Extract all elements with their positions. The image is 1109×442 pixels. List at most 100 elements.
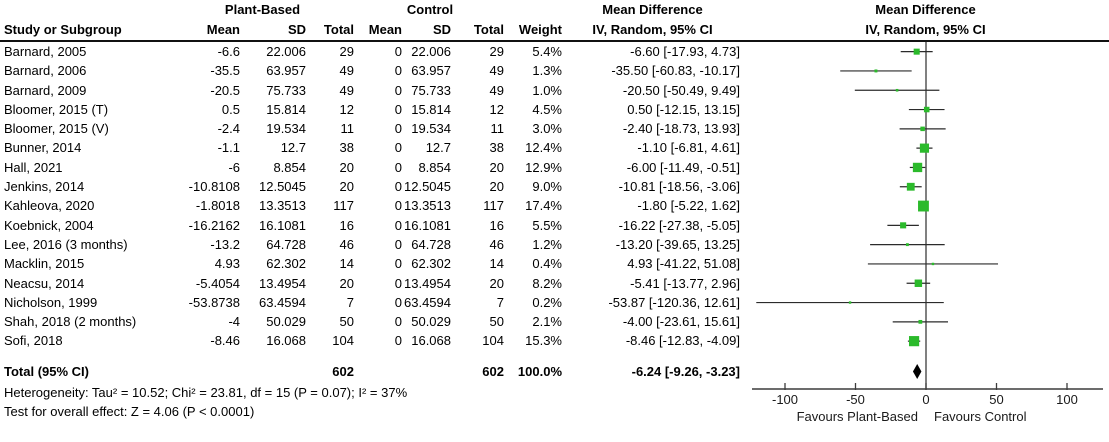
pb-mean-value: -1.8018: [195, 198, 240, 214]
c-sd-value: 63.4594: [404, 294, 451, 310]
c-sd-value: 13.4954: [404, 275, 451, 291]
c-total-value: 20: [489, 159, 504, 175]
c-sd-value: 62.302: [411, 256, 451, 272]
study-col-header: Study or Subgroup: [4, 22, 122, 37]
c-mean-value: 0: [394, 275, 402, 291]
total-md-ci: -6.24 [-9.26, -3.23]: [631, 363, 740, 379]
c-sd-value: 16.068: [411, 333, 451, 349]
c-total-value: 38: [489, 140, 504, 156]
weight-value: 12.9%: [525, 159, 562, 175]
overall-effect-text: Test for overall effect: Z = 4.06 (P < 0…: [4, 404, 255, 420]
c-sd-value: 19.534: [411, 121, 451, 137]
study-name: Jenkins, 2014: [4, 179, 85, 195]
c-total-value: 14: [489, 256, 504, 272]
md-ci-text: -1.10 [-6.81, 4.61]: [637, 140, 740, 156]
c-mean-value: 0: [394, 256, 402, 272]
total-weight: 100.0%: [517, 363, 562, 379]
study-name: Bloomer, 2015 (V): [4, 121, 109, 137]
effect-marker: [905, 243, 909, 247]
pb-sd-header: SD: [287, 22, 306, 37]
effect-marker: [918, 200, 929, 212]
axis-tick-label: -100: [772, 392, 798, 407]
weight-value: 8.2%: [532, 275, 562, 291]
weight-value: 2.1%: [532, 314, 562, 330]
md-ci-text: -1.80 [-5.22, 1.62]: [637, 198, 740, 214]
md-ci-text: -6.00 [-11.49, -0.51]: [626, 159, 740, 175]
pb-sd-value: 13.4954: [259, 275, 306, 291]
c-total-value: 20: [489, 179, 504, 195]
weight-value: 4.5%: [532, 101, 562, 117]
study-name: Sofi, 2018: [4, 333, 63, 349]
plot-column-header: Mean Difference IV, Random, 95% CI: [742, 0, 1109, 40]
c-sd-value: 8.854: [418, 159, 451, 175]
pb-sd-value: 16.1081: [259, 217, 306, 233]
pb-sd-value: 64.728: [266, 236, 306, 252]
pb-total-value: 7: [346, 294, 354, 310]
c-mean-value: 0: [394, 314, 402, 330]
pb-mean-value: -5.4054: [195, 275, 240, 291]
c-mean-value: 0: [394, 63, 402, 79]
c-mean-value: 0: [394, 294, 402, 310]
pb-sd-value: 16.068: [266, 333, 306, 349]
study-name: Neacsu, 2014: [4, 275, 85, 291]
c-mean-value: 0: [394, 179, 402, 195]
weight-value: 1.0%: [532, 82, 562, 98]
c-mean-header: Mean: [368, 22, 402, 37]
md-ci-text: -4.00 [-23.61, 15.61]: [622, 314, 740, 330]
c-total-value: 117: [483, 198, 504, 214]
study-name: Barnard, 2006: [4, 63, 87, 79]
effect-marker: [931, 262, 935, 266]
heterogeneity-text: Heterogeneity: Tau² = 10.52; Chi² = 23.8…: [4, 385, 408, 401]
effect-marker: [848, 301, 852, 304]
c-sd-value: 16.1081: [404, 217, 451, 233]
c-mean-value: 0: [394, 333, 402, 349]
effect-marker: [895, 88, 899, 92]
pb-total-value: 11: [340, 121, 355, 137]
c-sd-value: 12.5045: [404, 179, 451, 195]
pb-total-value: 20: [339, 159, 354, 175]
pb-mean-value: 4.93: [214, 256, 240, 272]
pb-sd-value: 19.534: [266, 121, 306, 137]
axis-tick-label: -50: [846, 392, 865, 407]
weight-value: 0.2%: [532, 294, 562, 310]
c-sd-header: SD: [432, 22, 451, 37]
c-mean-value: 0: [394, 198, 402, 214]
table-header: Plant-Based Control Mean Difference Stud…: [0, 0, 742, 40]
pb-total-value: 49: [339, 63, 354, 79]
pb-mean-value: 0.5: [221, 101, 240, 117]
c-mean-value: 0: [394, 217, 402, 233]
effect-marker: [908, 336, 920, 347]
c-total-value: 7: [496, 294, 504, 310]
summary-diamond: [912, 364, 922, 379]
md-column-title: Mean Difference: [602, 2, 703, 17]
md-ci-text: -5.41 [-13.77, 2.96]: [630, 275, 740, 291]
md-ci-text: 4.93 [-41.22, 51.08]: [627, 256, 740, 272]
total-row: Total (95% CI) 602 602 100.0% -6.24 [-9.…: [0, 362, 742, 381]
study-name: Bloomer, 2015 (T): [4, 101, 109, 117]
weight-value: 5.4%: [532, 44, 562, 59]
pb-sd-value: 50.029: [266, 314, 306, 330]
weight-value: 0.4%: [532, 256, 562, 272]
pb-total-value: 117: [333, 198, 354, 214]
pb-mean-value: -10.8108: [188, 179, 240, 195]
c-sd-value: 50.029: [411, 314, 451, 330]
c-sd-value: 13.3513: [404, 198, 451, 214]
effect-marker: [914, 279, 923, 287]
study-name: Kahleova, 2020: [4, 198, 95, 214]
c-total-value: 12: [489, 101, 504, 117]
effect-marker: [923, 106, 930, 113]
pb-total-value: 46: [339, 236, 354, 252]
pb-sd-value: 15.814: [266, 101, 306, 117]
md-method-header: IV, Random, 95% CI: [592, 22, 713, 37]
effect-marker: [912, 162, 923, 173]
c-mean-value: 0: [394, 121, 402, 137]
c-sd-value: 22.006: [411, 44, 451, 59]
total-c-total: 602: [482, 363, 504, 379]
study-name: Koebnick, 2004: [4, 217, 94, 233]
md-ci-text: -10.81 [-18.56, -3.06]: [618, 179, 740, 195]
study-rows: Barnard, 2005 -6.6 22.006 29 0 22.006 29…: [0, 42, 742, 351]
md-ci-text: -20.50 [-50.49, 9.49]: [622, 82, 740, 98]
c-mean-value: 0: [394, 140, 402, 156]
total-pb-total: 602: [332, 363, 354, 379]
